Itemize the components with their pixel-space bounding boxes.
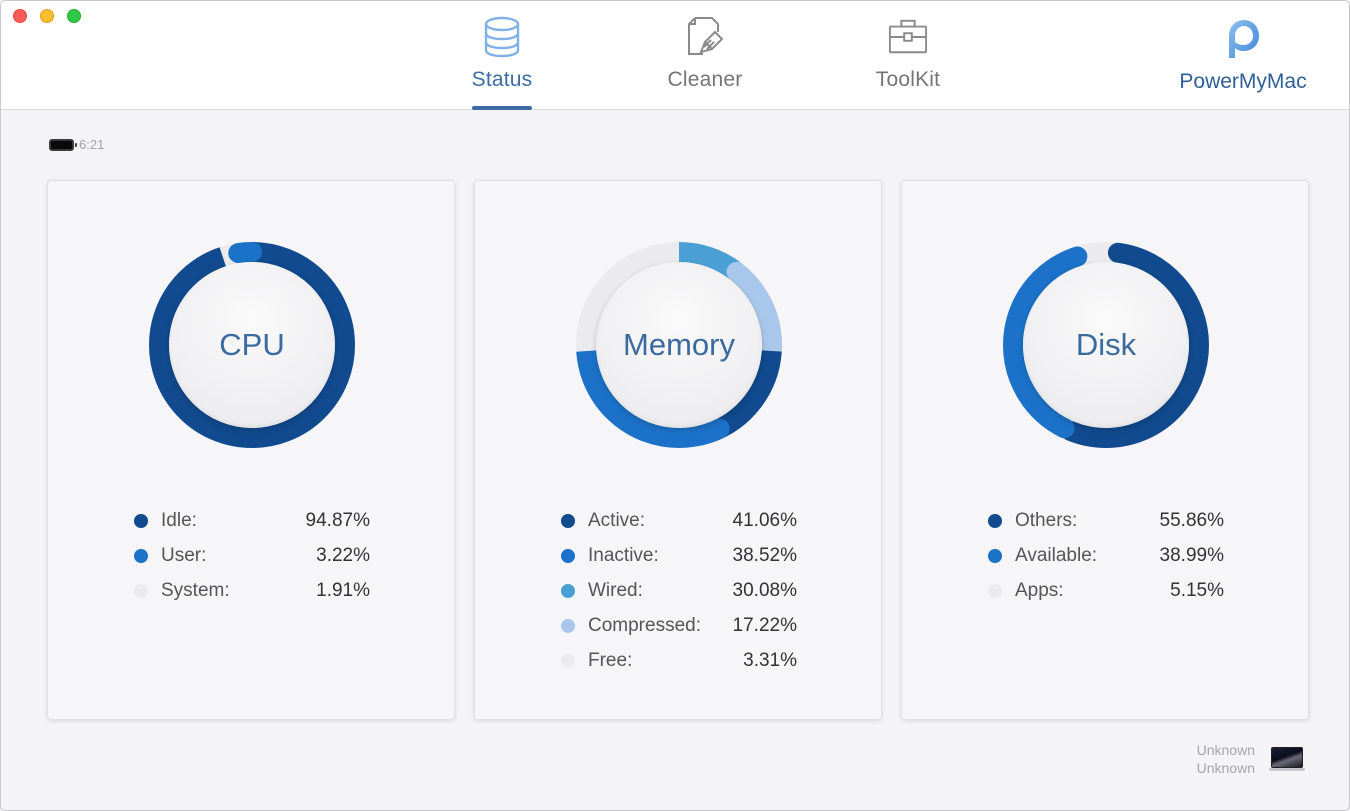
cpu-donut-chart: CPU — [149, 242, 355, 448]
brand-name: PowerMyMac — [1179, 70, 1307, 93]
maximize-window-button[interactable] — [67, 9, 81, 23]
toolbox-icon — [888, 15, 928, 59]
device-os: Unknown — [1196, 760, 1255, 776]
disk-legend: Others: 55.86% Available: 38.99% Apps: 5… — [988, 503, 1224, 608]
battery-icon — [49, 138, 77, 151]
tab-cleaner-label: Cleaner — [667, 68, 743, 91]
database-icon — [482, 15, 522, 59]
others-dot-icon — [988, 513, 1002, 528]
legend-value: 38.52% — [732, 544, 797, 566]
legend-value: 38.99% — [1159, 544, 1224, 566]
legend-label: Active: — [588, 509, 646, 531]
wired-dot-icon — [561, 583, 575, 598]
battery-status: 6:21 — [49, 137, 104, 152]
legend-item-free: Free: 3.31% — [561, 643, 797, 678]
memory-card[interactable]: Memory Active: 41.06% Inactive: 38.52% W… — [474, 180, 882, 720]
device-info: Unknown Unknown — [1197, 741, 1305, 777]
cpu-card[interactable]: CPU Idle: 94.87% User: 3.22% System: 1.9… — [47, 180, 455, 720]
legend-value: 3.22% — [316, 544, 370, 566]
apps-dot-icon — [988, 583, 1002, 598]
compressed-dot-icon — [561, 618, 575, 633]
cpu-legend: Idle: 94.87% User: 3.22% System: 1.91% — [134, 503, 370, 608]
legend-label: Apps: — [1015, 579, 1064, 601]
legend-label: System: — [161, 579, 230, 601]
disk-title: Disk — [1075, 327, 1137, 362]
legend-item-others: Others: 55.86% — [988, 503, 1224, 538]
tab-status-label: Status — [471, 68, 533, 91]
legend-item-compressed: Compressed: 17.22% — [561, 608, 797, 643]
legend-value: 5.15% — [1170, 579, 1224, 601]
cpu-center: CPU — [169, 262, 335, 428]
legend-item-wired: Wired: 30.08% — [561, 573, 797, 608]
legend-label: Available: — [1015, 544, 1098, 566]
available-dot-icon — [988, 548, 1002, 563]
active-tab-indicator — [472, 106, 532, 110]
legend-value: 55.86% — [1159, 509, 1224, 531]
battery-time: 6:21 — [79, 137, 105, 152]
memory-donut-chart: Memory — [576, 242, 782, 448]
legend-value: 3.31% — [743, 649, 797, 671]
broom-document-icon — [685, 15, 725, 59]
legend-label: Others: — [1015, 509, 1078, 531]
user-dot-icon — [134, 548, 148, 563]
legend-label: Inactive: — [588, 544, 659, 566]
disk-card[interactable]: Disk Others: 55.86% Available: 38.99% Ap… — [901, 180, 1309, 720]
memory-center: Memory — [596, 262, 762, 428]
device-model: Unknown — [1196, 742, 1255, 758]
disk-donut-chart: Disk — [1003, 242, 1209, 448]
legend-value: 1.91% — [316, 579, 370, 601]
powermymac-logo-icon — [1223, 17, 1263, 61]
legend-label: Wired: — [588, 579, 643, 601]
legend-item-user: User: 3.22% — [134, 538, 370, 573]
memory-legend: Active: 41.06% Inactive: 38.52% Wired: 3… — [561, 503, 797, 678]
legend-value: 41.06% — [732, 509, 797, 531]
legend-item-active: Active: 41.06% — [561, 503, 797, 538]
legend-item-inactive: Inactive: 38.52% — [561, 538, 797, 573]
device-text: Unknown Unknown — [1197, 741, 1255, 777]
minimize-window-button[interactable] — [40, 9, 54, 23]
brand: PowerMyMac — [1177, 17, 1309, 94]
legend-item-apps: Apps: 5.15% — [988, 573, 1224, 608]
toolbar: Status Cleaner — [1, 1, 1349, 110]
legend-item-system: System: 1.91% — [134, 573, 370, 608]
memory-title: Memory — [623, 327, 735, 362]
cpu-title: CPU — [219, 327, 285, 362]
legend-label: User: — [161, 544, 207, 566]
tab-cleaner[interactable]: Cleaner — [665, 15, 745, 92]
close-window-button[interactable] — [13, 9, 27, 23]
tab-toolkit-label: ToolKit — [875, 68, 941, 91]
legend-label: Compressed: — [588, 614, 701, 636]
macbook-icon — [1269, 747, 1305, 771]
legend-value: 30.08% — [732, 579, 797, 601]
inactive-dot-icon — [561, 548, 575, 563]
system-dot-icon — [134, 583, 148, 598]
tab-toolkit[interactable]: ToolKit — [873, 15, 943, 92]
legend-item-idle: Idle: 94.87% — [134, 503, 370, 538]
legend-item-available: Available: 38.99% — [988, 538, 1224, 573]
legend-value: 17.22% — [732, 614, 797, 636]
legend-label: Free: — [588, 649, 633, 671]
tab-status[interactable]: Status — [472, 15, 532, 92]
legend-label: Idle: — [161, 509, 197, 531]
disk-center: Disk — [1023, 262, 1189, 428]
legend-value: 94.87% — [305, 509, 370, 531]
idle-dot-icon — [134, 513, 148, 528]
active-dot-icon — [561, 513, 575, 528]
free-dot-icon — [561, 653, 575, 668]
